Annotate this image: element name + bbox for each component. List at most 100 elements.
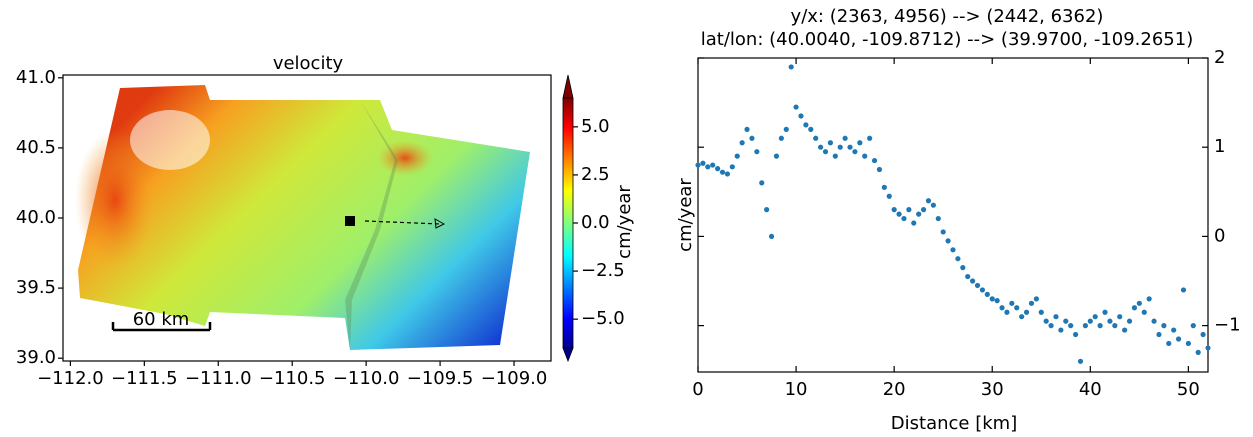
data-point (827, 140, 834, 146)
data-point (1161, 323, 1167, 329)
colorbar-tick-label: 5.0 (581, 116, 610, 137)
colorbar-tick-label: −5.0 (581, 308, 625, 329)
data-point (847, 144, 853, 150)
data-point (974, 282, 981, 289)
data-point (710, 162, 716, 168)
data-point (1107, 318, 1113, 324)
x-tick-label: −112.0 (37, 368, 104, 389)
data-point (1122, 327, 1128, 333)
data-point (1004, 309, 1010, 315)
data-point (896, 211, 902, 217)
data-point (955, 256, 961, 262)
data-point (832, 153, 838, 159)
colorbar-tick-label: −2.5 (581, 260, 625, 281)
data-point (1102, 309, 1108, 315)
colorbar-extend-top (562, 74, 574, 99)
data-point (1097, 323, 1103, 329)
y-tick-label: 0 (1214, 225, 1225, 246)
data-point (719, 169, 726, 175)
data-point (940, 229, 946, 235)
x-tick-label: −109.0 (481, 368, 548, 389)
data-point (891, 207, 897, 213)
data-point (1028, 300, 1035, 306)
data-point (1014, 305, 1020, 311)
data-point (759, 180, 765, 186)
colorbar-label: cm/year (614, 185, 635, 259)
y-tick-label: 39.5 (16, 277, 56, 298)
data-point (822, 149, 829, 155)
data-point (1141, 309, 1147, 315)
data-point (1009, 300, 1015, 306)
data-point (1171, 327, 1177, 333)
data-point (1151, 318, 1157, 324)
profile-arrow (364, 220, 441, 225)
map-raster (75, 85, 530, 350)
data-point (1043, 318, 1049, 324)
data-point (1082, 323, 1089, 329)
data-point (788, 64, 794, 70)
data-point (754, 149, 760, 155)
data-point (1053, 314, 1059, 320)
x-axis-label: Distance [km] (891, 413, 1017, 434)
data-point (842, 135, 848, 141)
data-point (862, 153, 868, 159)
data-point (778, 135, 784, 141)
data-point (970, 278, 976, 284)
data-point (950, 247, 956, 253)
data-point (1072, 331, 1079, 338)
map-title: velocity (273, 53, 344, 74)
data-point (715, 166, 721, 172)
data-point (1156, 331, 1162, 338)
y-tick-label: 40.0 (16, 207, 56, 228)
data-point (906, 207, 912, 213)
x-tick-label: 30 (981, 379, 1004, 400)
profile-title-1: y/x: (2363, 4956) --> (2442, 6362) (791, 6, 1104, 27)
data-point (925, 198, 932, 204)
data-point (695, 162, 701, 168)
data-point (1092, 314, 1098, 320)
x-tick-label: −111.5 (111, 368, 178, 389)
colorbar (562, 97, 574, 349)
data-point (1068, 323, 1074, 329)
x-tick-label: −109.5 (407, 368, 474, 389)
data-point (994, 298, 1000, 304)
scale-bar-label: 60 km (133, 309, 190, 330)
data-point (783, 126, 789, 132)
data-point (817, 144, 824, 150)
data-point (871, 157, 878, 164)
data-point (945, 238, 951, 244)
data-point (920, 207, 927, 213)
data-point (984, 291, 990, 297)
x-tick-label: −111.0 (185, 368, 252, 389)
data-point (1077, 358, 1084, 364)
data-point (979, 287, 986, 293)
data-point (1166, 340, 1172, 347)
data-point (1019, 314, 1025, 320)
data-point (876, 166, 883, 173)
data-point (1190, 323, 1196, 329)
x-tick-label: 40 (1079, 379, 1102, 400)
data-point (1117, 314, 1123, 320)
y-tick-label: 1 (1214, 136, 1225, 157)
arrow-head (434, 218, 446, 229)
data-point (1063, 318, 1069, 324)
colorbar-tick-label: 2.5 (581, 164, 610, 185)
y-axis-label: cm/year (675, 178, 696, 252)
axes-frame (697, 57, 1209, 373)
data-point (901, 215, 907, 222)
data-point (724, 171, 731, 177)
data-point (1048, 323, 1054, 329)
data-point (881, 184, 887, 190)
data-point (886, 193, 892, 199)
x-tick-label: 0 (692, 379, 703, 400)
data-point (965, 273, 971, 280)
data-point (1126, 318, 1133, 324)
data-point (1175, 336, 1182, 342)
y-tick-label: 39.0 (16, 347, 56, 368)
x-tick-label: −110.5 (259, 368, 326, 389)
data-point (916, 211, 922, 217)
data-point (867, 135, 873, 141)
data-point (935, 215, 941, 222)
data-point (960, 265, 966, 271)
